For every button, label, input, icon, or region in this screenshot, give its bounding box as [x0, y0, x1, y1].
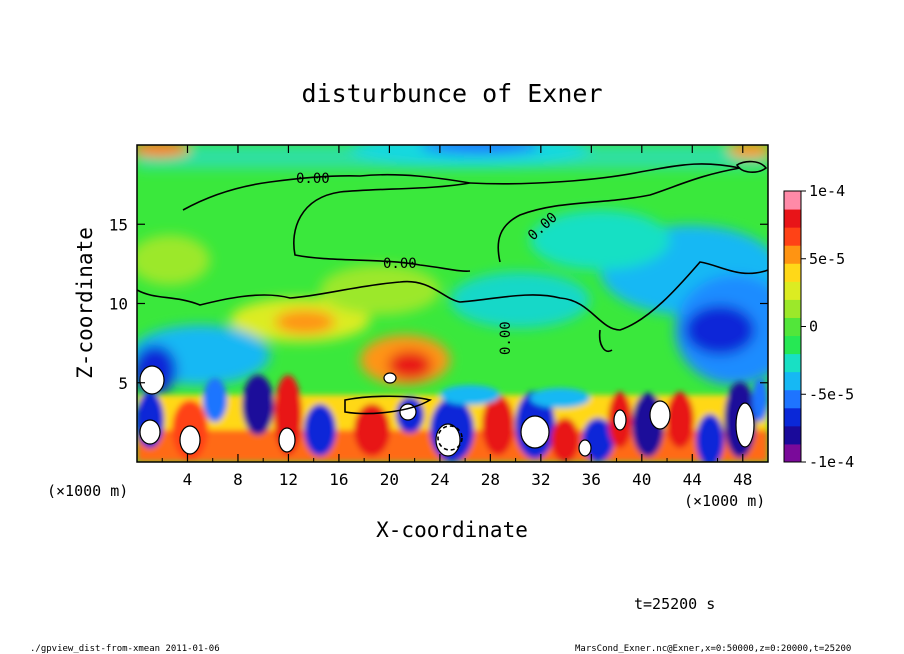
saturated-region-5: [520, 415, 550, 449]
field-cell-20: [530, 388, 590, 408]
field-cell-5: [304, 404, 336, 456]
colorbar-swatch-14: [784, 191, 801, 210]
x-tick-label-2: 12: [279, 470, 298, 489]
x-tick-label-11: 48: [733, 470, 752, 489]
saturated-region-4: [435, 423, 461, 457]
saturated-region-0: [139, 365, 165, 395]
y-axis-ticks: 5 10 15: [109, 215, 768, 393]
contour-zero-2: [469, 163, 741, 263]
colorbar-swatch-3: [784, 389, 801, 409]
time-label: t=25200 s: [634, 595, 715, 613]
colorbar-label-1: 5e-5: [809, 250, 845, 268]
colorbar-swatch-5: [784, 353, 801, 373]
field-cell-6: [354, 404, 390, 456]
x-axis-label: X-coordinate: [376, 518, 528, 542]
saturated-region-2: [179, 425, 201, 455]
x-unit-right: (×1000 m): [684, 492, 765, 510]
y-tick-label-1: 10: [109, 295, 128, 314]
saturated-regions: [139, 365, 755, 457]
field-warm-5: [137, 235, 210, 285]
x-tick-label-0: 4: [183, 470, 193, 489]
field-cell-2: [203, 378, 227, 422]
heatmap-field: 0.000.000.000.00: [137, 145, 768, 462]
y-tick-label-0: 5: [118, 374, 128, 393]
x-axis-ticks: 4 8 12 16 20 24 28 32 36 40 44 48: [161, 145, 752, 489]
x-tick-label-9: 40: [632, 470, 651, 489]
field-warm-4: [388, 351, 432, 379]
colorbar-swatch-11: [784, 245, 801, 264]
colorbar-swatch-12: [784, 227, 801, 246]
colorbar-swatch-13: [784, 209, 801, 228]
contour-dashed: [437, 425, 463, 451]
x-tick-label-8: 36: [582, 470, 601, 489]
field-cell-18: [752, 378, 768, 422]
colorbar-swatch-9: [784, 281, 801, 300]
colorbar: [784, 191, 801, 463]
colorbar-swatch-4: [784, 371, 801, 391]
x-unit-left: (×1000 m): [47, 482, 128, 500]
footer-left: ./gpview_dist-from-xmean 2011-01-06: [30, 644, 220, 654]
field-top-right-orange: [728, 145, 768, 158]
field-top-left-red: [137, 145, 190, 157]
colorbar-swatch-7: [784, 317, 801, 337]
field-cell-15: [666, 392, 694, 448]
x-tick-label-7: 32: [531, 470, 550, 489]
chart-title: disturbunce of Exner: [301, 79, 602, 108]
field-cell-16: [696, 414, 724, 462]
colorbar-label-4: -1e-4: [809, 453, 854, 471]
x-tick-label-3: 16: [329, 470, 348, 489]
saturated-region-6: [613, 409, 627, 431]
contour-zero-3: [137, 261, 768, 331]
saturated-region-10: [383, 372, 397, 384]
colorbar-swatch-6: [784, 335, 801, 355]
field-cell-9: [482, 395, 514, 455]
x-tick-label-5: 24: [430, 470, 449, 489]
y-axis-label: Z-coordinate: [73, 227, 97, 379]
colorbar-label-2: 0: [809, 318, 818, 336]
colorbar-swatch-2: [784, 407, 801, 427]
saturated-region-7: [649, 400, 671, 430]
saturated-region-8: [735, 402, 755, 448]
colorbar-ticks: 1e-4 5e-5 0 -5e-5 -1e-4: [801, 182, 854, 471]
colorbar-label-0: 1e-4: [809, 182, 845, 200]
x-tick-label-4: 20: [380, 470, 399, 489]
x-tick-label-10: 44: [683, 470, 702, 489]
x-tick-label-6: 28: [481, 470, 500, 489]
contour-zero-1: [182, 173, 471, 272]
field-cell-19: [440, 385, 500, 405]
contour-label-0: 0.00: [296, 171, 330, 187]
contour-label-3: 0.00: [498, 321, 514, 355]
y-tick-label-2: 15: [109, 215, 128, 234]
contour-zero-4: [598, 329, 613, 352]
field-warm-6: [320, 265, 440, 315]
contour-label-1: 0.00: [383, 256, 417, 272]
saturated-region-11: [578, 439, 592, 457]
footer-right: MarsCond_Exner.nc@Exner,x=0:50000,z=0:20…: [575, 644, 851, 654]
colorbar-swatch-0: [784, 443, 801, 463]
colorbar-label-3: -5e-5: [809, 385, 854, 403]
field-top-blue: [420, 145, 540, 154]
field-cell-3: [242, 375, 274, 435]
x-tick-label-1: 8: [233, 470, 243, 489]
field-warm-2: [275, 310, 335, 334]
field-ur-blue: [685, 305, 755, 355]
field-ur-cyan-3: [530, 210, 670, 270]
contour-zero-6: [735, 160, 768, 173]
colorbar-swatch-10: [784, 263, 801, 282]
colorbar-swatch-8: [784, 299, 801, 318]
field-mid-cyan: [450, 272, 590, 328]
contour-lines: [137, 160, 768, 451]
field-cell-11: [551, 418, 579, 462]
contour-zero-5: [344, 395, 433, 415]
colorbar-swatch-1: [784, 425, 801, 445]
saturated-region-3: [278, 427, 296, 453]
saturated-region-1: [139, 419, 161, 445]
